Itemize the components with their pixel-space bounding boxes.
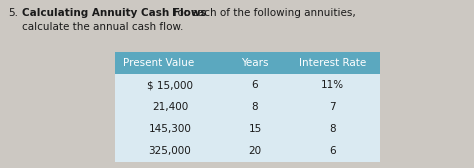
Text: Present Value: Present Value bbox=[123, 58, 194, 68]
Text: $ 15,000: $ 15,000 bbox=[147, 80, 193, 90]
Bar bbox=[115, 74, 380, 96]
Bar bbox=[115, 118, 380, 140]
Text: 6: 6 bbox=[252, 80, 258, 90]
Text: 8: 8 bbox=[329, 124, 336, 134]
Text: Calculating Annuity Cash Flows: Calculating Annuity Cash Flows bbox=[22, 8, 207, 18]
Text: 21,400: 21,400 bbox=[152, 102, 188, 112]
Text: For each of the following annuities,: For each of the following annuities, bbox=[172, 8, 356, 18]
Text: calculate the annual cash flow.: calculate the annual cash flow. bbox=[22, 22, 183, 32]
Bar bbox=[115, 52, 380, 74]
Text: 15: 15 bbox=[248, 124, 262, 134]
Text: 7: 7 bbox=[329, 102, 336, 112]
Text: 11%: 11% bbox=[321, 80, 344, 90]
Text: 325,000: 325,000 bbox=[149, 146, 191, 156]
Text: 20: 20 bbox=[248, 146, 262, 156]
Text: 145,300: 145,300 bbox=[148, 124, 191, 134]
Text: Years: Years bbox=[241, 58, 269, 68]
Bar bbox=[115, 140, 380, 162]
Text: Interest Rate: Interest Rate bbox=[299, 58, 366, 68]
Text: 5.: 5. bbox=[8, 8, 18, 18]
Text: 8: 8 bbox=[252, 102, 258, 112]
Text: 6: 6 bbox=[329, 146, 336, 156]
Bar bbox=[115, 96, 380, 118]
